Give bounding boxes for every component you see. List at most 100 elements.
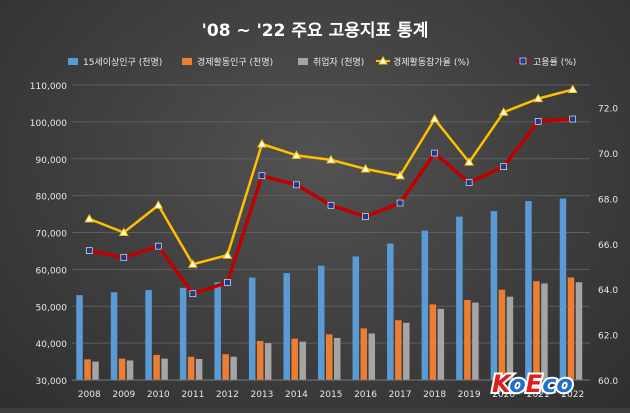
bar xyxy=(533,281,540,380)
left-y-tick-label: 110,000 xyxy=(30,82,67,92)
x-axis: 2008 2009 2010 2011 2012 2013 2014 2015 2016 2017… xyxy=(72,379,590,400)
x-tick-label: 2018 xyxy=(423,390,446,400)
bar xyxy=(541,283,548,380)
x-tick-label: 2019 xyxy=(458,390,481,400)
bar xyxy=(360,328,368,380)
x-tick-label: 2014 xyxy=(285,390,308,400)
bar xyxy=(264,343,272,380)
left-y-axis: 30,000 40,000 50,000 60,000 70,000 80,000 90,0… xyxy=(30,82,67,387)
x-tick-label: 2022 xyxy=(561,390,584,400)
bar xyxy=(92,361,99,380)
line-series xyxy=(84,84,578,298)
bar xyxy=(248,277,256,380)
point-marker xyxy=(84,213,95,223)
point-marker xyxy=(498,107,509,116)
x-tick-label: 2020 xyxy=(492,390,515,400)
bar xyxy=(299,341,306,380)
bar xyxy=(179,287,187,380)
right-y-tick-label: 70.0 xyxy=(598,150,618,160)
x-tick-label: 2009 xyxy=(112,390,135,400)
bar xyxy=(214,282,221,380)
legend-swatch xyxy=(68,58,78,65)
point-marker xyxy=(224,279,231,286)
bar xyxy=(118,358,126,380)
bar xyxy=(222,354,229,380)
x-tick-label: 2013 xyxy=(250,390,273,400)
koeco-logo: KoEco xyxy=(490,368,575,400)
point-marker xyxy=(396,199,404,207)
legend-label: 경제활동인구 (천명) xyxy=(197,56,273,68)
right-y-axis: 60.0 62.0 64.0 66.0 68.0 70.0 72.0 xyxy=(598,105,618,387)
bar xyxy=(559,198,567,380)
bar xyxy=(187,356,195,380)
right-y-tick-label: 72.0 xyxy=(598,105,618,115)
right-y-tick-label: 68.0 xyxy=(598,195,618,205)
bar xyxy=(256,340,264,380)
bar xyxy=(352,256,360,380)
left-y-tick-label: 40,000 xyxy=(36,340,68,350)
legend-swatch xyxy=(182,58,192,65)
right-y-tick-label: 62.0 xyxy=(598,332,618,342)
point-marker xyxy=(85,247,93,254)
bar xyxy=(429,304,437,380)
bar xyxy=(76,295,83,380)
point-marker xyxy=(291,150,302,159)
chart-title: '08 ~ '22 주요 고용지표 통계 xyxy=(202,21,429,41)
bar xyxy=(437,308,445,380)
point-marker xyxy=(120,254,128,261)
point-marker xyxy=(431,149,438,157)
legend-marker xyxy=(378,55,388,65)
x-tick-label: 2016 xyxy=(354,390,377,400)
point-marker xyxy=(118,227,129,236)
x-tick-label: 2017 xyxy=(389,390,412,400)
legend-marker xyxy=(519,57,527,65)
point-marker xyxy=(326,154,336,164)
svg-text:KoEco: KoEco xyxy=(492,370,573,398)
left-y-tick-label: 30,000 xyxy=(36,377,68,387)
bar xyxy=(525,201,532,380)
bar xyxy=(464,299,471,380)
x-tick-label: 2015 xyxy=(320,390,343,400)
point-marker xyxy=(534,118,542,125)
point-marker xyxy=(429,114,440,123)
bar xyxy=(126,360,134,380)
bar xyxy=(403,322,410,380)
point-marker xyxy=(222,250,233,259)
bar xyxy=(395,320,402,380)
bar xyxy=(283,273,290,380)
point-marker xyxy=(567,84,578,94)
left-y-tick-label: 50,000 xyxy=(36,303,68,313)
bar-series xyxy=(76,198,583,380)
point-marker xyxy=(327,201,335,209)
bar xyxy=(291,338,298,380)
legend-swatch xyxy=(298,58,308,65)
x-tick-label: 2011 xyxy=(181,390,204,400)
x-tick-label: 2012 xyxy=(216,390,239,400)
point-marker xyxy=(465,179,473,186)
left-y-tick-label: 80,000 xyxy=(36,193,68,203)
bar xyxy=(490,211,498,380)
point-marker xyxy=(189,290,197,298)
point-marker xyxy=(533,93,544,103)
point-marker xyxy=(188,259,198,268)
bar xyxy=(110,292,118,380)
bar xyxy=(334,337,341,380)
point-marker xyxy=(500,163,507,170)
point-marker xyxy=(362,213,369,220)
legend-label: 취업자 (천명) xyxy=(313,57,364,68)
left-y-tick-label: 90,000 xyxy=(36,156,68,166)
point-marker xyxy=(395,170,405,180)
bar xyxy=(567,277,575,380)
x-tick-label: 2021 xyxy=(527,390,550,400)
bar xyxy=(472,302,479,380)
bar xyxy=(387,243,394,380)
bar xyxy=(153,354,160,380)
bar xyxy=(506,296,514,380)
right-y-tick-label: 60.0 xyxy=(598,377,618,387)
bar xyxy=(326,334,333,380)
left-y-tick-label: 60,000 xyxy=(36,266,68,276)
bar xyxy=(368,333,376,380)
point-marker xyxy=(569,115,577,123)
point-marker xyxy=(360,163,371,173)
